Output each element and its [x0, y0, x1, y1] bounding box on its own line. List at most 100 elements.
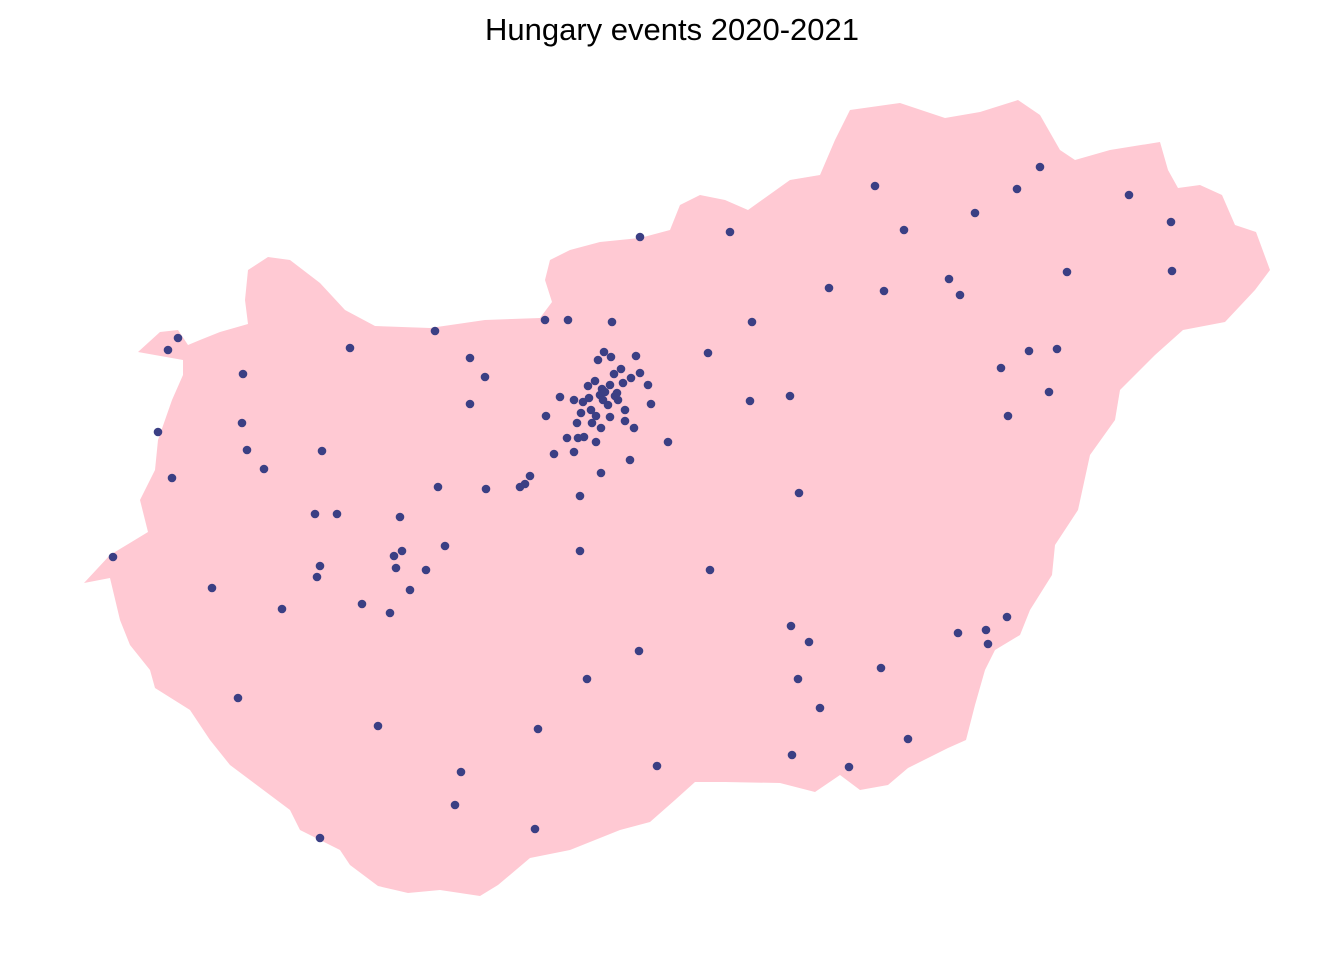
event-point [705, 565, 715, 575]
event-point [598, 395, 608, 405]
event-point [794, 488, 804, 498]
event-point [1012, 184, 1022, 194]
event-point [786, 621, 796, 631]
event-point [635, 232, 645, 242]
event-point [815, 703, 825, 713]
event-point [573, 433, 583, 443]
event-point [616, 364, 626, 374]
country-shape-hungary [84, 100, 1270, 896]
event-point [593, 355, 603, 365]
event-point [405, 585, 415, 595]
event-point [312, 572, 322, 582]
event-point [153, 427, 163, 437]
event-point [646, 399, 656, 409]
event-point [955, 290, 965, 300]
event-point [1052, 344, 1062, 354]
event-point [1167, 266, 1177, 276]
event-point [317, 446, 327, 456]
event-point [635, 368, 645, 378]
event-point [804, 637, 814, 647]
event-point [173, 333, 183, 343]
event-point [703, 348, 713, 358]
event-point [395, 512, 405, 522]
event-point [242, 445, 252, 455]
event-point [397, 546, 407, 556]
event-point [844, 762, 854, 772]
event-point [541, 411, 551, 421]
event-point [237, 418, 247, 428]
event-point [572, 418, 582, 428]
event-point [747, 317, 757, 327]
event-point [1062, 267, 1072, 277]
event-point [562, 433, 572, 443]
event-point [481, 484, 491, 494]
event-point [389, 551, 399, 561]
event-point [233, 693, 243, 703]
event-point [876, 663, 886, 673]
event-point [983, 639, 993, 649]
event-point [238, 369, 248, 379]
event-point [549, 449, 559, 459]
event-point [591, 437, 601, 447]
event-point [610, 391, 620, 401]
event-point [587, 418, 597, 428]
event-point [480, 372, 490, 382]
event-point [345, 343, 355, 353]
event-point [582, 674, 592, 684]
event-point [108, 552, 118, 562]
event-points-layer [108, 162, 1177, 843]
event-point [167, 473, 177, 483]
event-point [584, 393, 594, 403]
event-point [207, 583, 217, 593]
event-point [944, 274, 954, 284]
event-point [785, 391, 795, 401]
event-point [824, 283, 834, 293]
event-point [745, 396, 755, 406]
event-point [620, 416, 630, 426]
event-point [903, 734, 913, 744]
event-point [1044, 387, 1054, 397]
event-point [620, 405, 630, 415]
event-point [607, 317, 617, 327]
event-point [787, 750, 797, 760]
event-point [1035, 162, 1045, 172]
event-point [575, 491, 585, 501]
event-point [332, 509, 342, 519]
event-point [879, 286, 889, 296]
event-point [609, 369, 619, 379]
event-point [563, 315, 573, 325]
event-point [970, 208, 980, 218]
event-point [576, 408, 586, 418]
event-point [1124, 190, 1134, 200]
event-point [590, 376, 600, 386]
event-point [899, 225, 909, 235]
event-point [315, 833, 325, 843]
event-point [586, 405, 596, 415]
event-point [596, 423, 606, 433]
event-point [629, 423, 639, 433]
event-point [391, 563, 401, 573]
event-point [310, 509, 320, 519]
event-point [953, 628, 963, 638]
event-point [600, 387, 610, 397]
event-point [606, 352, 616, 362]
event-point [596, 468, 606, 478]
event-point [643, 380, 653, 390]
event-point [634, 646, 644, 656]
event-point [870, 181, 880, 191]
event-point [440, 541, 450, 551]
event-point [1002, 612, 1012, 622]
event-point [357, 599, 367, 609]
event-point [996, 363, 1006, 373]
event-point [605, 412, 615, 422]
event-point [793, 674, 803, 684]
event-point [525, 471, 535, 481]
event-point [533, 724, 543, 734]
event-point [575, 546, 585, 556]
event-point [569, 447, 579, 457]
event-point [625, 455, 635, 465]
event-point [385, 608, 395, 618]
event-point [569, 395, 579, 405]
event-point [981, 625, 991, 635]
